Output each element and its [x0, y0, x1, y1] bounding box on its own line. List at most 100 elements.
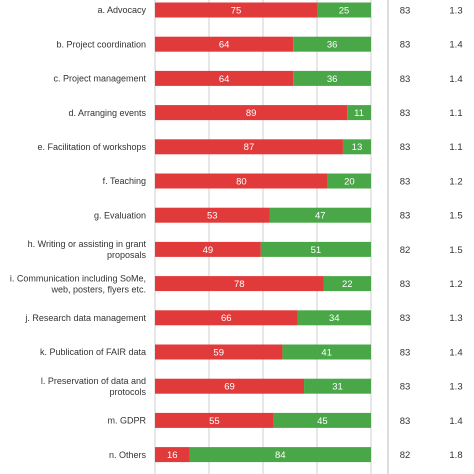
- bar-segment-red: [155, 2, 317, 18]
- n-value: 82: [400, 450, 411, 461]
- bar-segment-green: [342, 139, 371, 155]
- bar-segment-red: [155, 70, 294, 86]
- n-value: 83: [400, 108, 411, 119]
- category-label: c. Project management: [53, 74, 146, 84]
- category-label: j. Research data management: [24, 313, 146, 323]
- category-label: n. Others: [109, 450, 147, 460]
- bar-segment-green: [273, 412, 371, 428]
- extra-value: 1.5: [449, 245, 462, 256]
- category-label: e. Facilitation of workshops: [37, 142, 146, 152]
- bar-segment-green: [297, 310, 371, 326]
- data-label: 47: [315, 211, 326, 222]
- data-label: 51: [311, 245, 322, 256]
- data-label: 41: [321, 347, 332, 358]
- extra-value: 1.3: [449, 313, 462, 324]
- n-value: 83: [400, 142, 411, 153]
- bar-segment-green: [189, 447, 371, 463]
- bar-segment-green: [347, 105, 371, 121]
- extra-value: 1.8: [449, 450, 462, 461]
- category-labels: a. Advocacy b. Project coordination c. Pro…: [10, 5, 147, 460]
- data-label: 16: [167, 450, 178, 461]
- category-label: l. Preservation of data and protocols: [41, 376, 147, 397]
- extra-value: 1.4: [449, 74, 462, 85]
- category-label: f. Teaching: [103, 176, 146, 186]
- data-label: 25: [339, 5, 350, 16]
- data-label: 36: [327, 40, 338, 51]
- bar-segment-red: [155, 447, 190, 463]
- bar-segment-red: [155, 241, 261, 257]
- data-label: 89: [246, 108, 257, 119]
- extra-value: 1.4: [449, 40, 462, 51]
- bar-segment-red: [155, 36, 294, 52]
- data-label: 55: [209, 416, 220, 427]
- bar-segment-red: [155, 276, 324, 292]
- bars: 75 25 64 36 64 36 89 11 87 13 80 20 53 47 49 51 78 22 66 34…: [155, 2, 371, 463]
- category-label: b. Project coordination: [56, 39, 146, 49]
- bar-segment-green: [327, 173, 371, 189]
- data-label: 53: [207, 211, 218, 222]
- data-label: 45: [317, 416, 328, 427]
- extra-value: 1.5: [449, 211, 462, 222]
- category-label: m. GDPR: [107, 416, 146, 426]
- data-label: 78: [234, 279, 245, 290]
- n-value: 83: [400, 347, 411, 358]
- data-label: 66: [221, 313, 232, 324]
- bar-segment-red: [155, 378, 305, 394]
- bar-segment-red: [155, 412, 274, 428]
- bar-segment-green: [323, 276, 371, 292]
- extra-value: 1.2: [449, 279, 462, 290]
- data-label: 64: [219, 40, 230, 51]
- extra-value: 1.2: [449, 176, 462, 187]
- data-label: 59: [213, 347, 224, 358]
- bar-segment-green: [293, 70, 371, 86]
- data-label: 87: [244, 142, 255, 153]
- bar-segment-red: [155, 207, 270, 223]
- n-value: 83: [400, 416, 411, 427]
- bar-segment-green: [260, 241, 371, 257]
- data-label: 64: [219, 74, 230, 85]
- data-label: 13: [352, 142, 363, 153]
- data-label: 84: [275, 450, 286, 461]
- category-label: d. Arranging events: [68, 108, 146, 118]
- category-label: k. Publication of FAIR data: [40, 347, 146, 357]
- extra-value: 1.4: [449, 416, 462, 427]
- bar-segment-green: [304, 378, 371, 394]
- data-label: 80: [236, 176, 247, 187]
- data-label: 69: [224, 382, 235, 393]
- n-value: 83: [400, 382, 411, 393]
- bar-segment-red: [155, 139, 343, 155]
- n-value: 83: [400, 5, 411, 16]
- data-label: 31: [332, 382, 343, 393]
- extra-value: 1.1: [449, 108, 462, 119]
- bar-segment-green: [293, 36, 371, 52]
- category-label: i. Communication including SoMe, web, pos…: [10, 273, 146, 294]
- n-value: 83: [400, 40, 411, 51]
- bar-segment-green: [282, 344, 371, 360]
- extra-value: 1.3: [449, 382, 462, 393]
- data-label: 34: [329, 313, 340, 324]
- extra-value: 1.4: [449, 347, 462, 358]
- right-columns: 83 1.3 83 1.4 83 1.4 83 1.1 83 1.1 83 1.2 83 1.5 82 1.5…: [400, 5, 463, 461]
- bar-segment-green: [317, 2, 371, 18]
- data-label: 22: [342, 279, 353, 290]
- category-label: g. Evaluation: [94, 210, 146, 220]
- data-label: 49: [203, 245, 214, 256]
- n-value: 83: [400, 279, 411, 290]
- data-label: 11: [354, 108, 364, 119]
- bar-segment-red: [155, 173, 328, 189]
- n-value: 83: [400, 313, 411, 324]
- extra-value: 1.1: [449, 142, 462, 153]
- n-value: 83: [400, 176, 411, 187]
- n-value: 82: [400, 245, 411, 256]
- data-label: 75: [231, 5, 242, 16]
- bar-segment-red: [155, 310, 298, 326]
- category-label: a. Advocacy: [97, 5, 146, 15]
- bar-segment-green: [269, 207, 371, 223]
- category-label: h. Writing or assisting in grant proposal…: [28, 239, 147, 260]
- n-value: 83: [400, 211, 411, 222]
- data-label: 36: [327, 74, 338, 85]
- bar-segment-red: [155, 344, 283, 360]
- data-label: 20: [344, 176, 355, 187]
- extra-value: 1.3: [449, 5, 462, 16]
